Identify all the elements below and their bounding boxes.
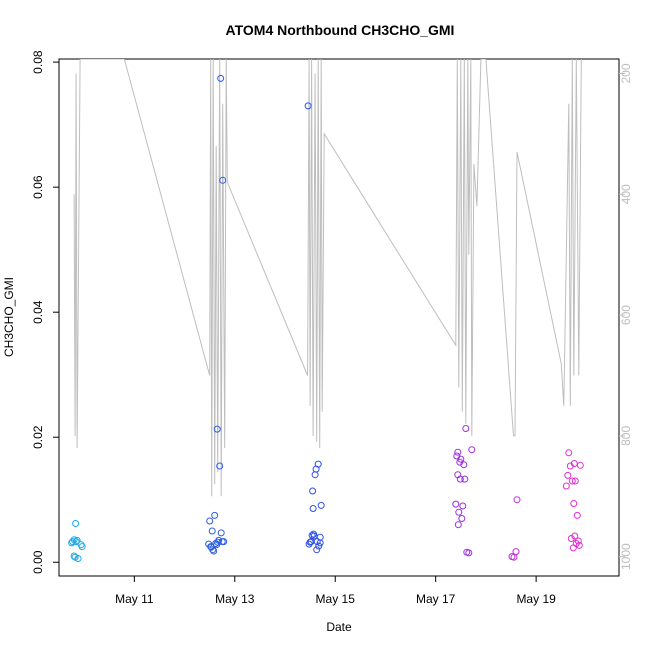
x-axis-label: Date [326,620,352,634]
data-point [217,74,225,82]
x-tick-label: May 11 [115,592,154,606]
data-point [72,538,80,546]
data-point [72,520,80,527]
data-point [571,477,579,485]
data-point [309,505,317,512]
data-point [460,461,468,469]
y2-tick-label: 800 [619,426,633,446]
data-point [207,543,215,551]
data-point [310,530,318,538]
data-point [213,425,221,433]
data-point [314,460,322,468]
data-point [455,508,463,516]
data-point [219,176,227,184]
data-point [569,544,577,552]
data-point [459,502,467,510]
y-tick-label: 0.08 [31,50,45,74]
data-point [574,537,582,545]
data-point [564,471,572,479]
data-point [304,102,312,110]
data-point [468,446,476,454]
data-point [568,477,576,485]
data-point [68,539,76,547]
y2-tick-label: 200 [619,63,633,83]
x-tick-label: May 19 [516,592,556,606]
x-tick-label: May 17 [416,592,456,606]
data-point [462,425,470,432]
data-point [457,455,465,463]
data-point [316,539,324,547]
data-point [217,529,225,537]
data-points-layer [68,74,584,562]
x-tick-label: May 13 [215,592,255,606]
data-point [565,449,573,457]
data-point [208,527,216,535]
y-axis-left: 0.00 0.02 0.04 0.06 0.08 [31,50,59,574]
data-point [211,511,219,519]
data-point [571,532,579,540]
data-point [78,543,86,551]
y-axis-label: CH3CHO_GMI [2,277,16,357]
y-axis-right: 200 400 600 800 1000 [619,63,633,570]
x-tick-label: May 15 [316,592,356,606]
y2-tick-label: 600 [619,305,633,325]
data-point [311,471,319,479]
plot-area-frame [58,58,620,577]
y-tick-label: 0.06 [31,175,45,199]
y-tick-label: 0.04 [31,300,45,324]
data-point [206,517,214,525]
data-point [570,500,578,507]
data-point [465,549,473,557]
data-point [512,548,520,556]
data-point [513,496,521,504]
data-point [309,487,317,495]
data-point [454,448,462,456]
data-point [73,536,81,544]
data-point [214,538,222,546]
data-point [453,452,461,460]
data-point [562,482,570,490]
data-point [69,538,77,546]
data-point [575,541,583,549]
x-axis: May 11 May 13 May 15 May 17 May 19 [115,576,556,606]
data-point [74,555,82,562]
data-point [454,521,462,529]
data-point [216,462,224,470]
data-point [461,475,469,483]
data-point [454,471,462,479]
data-point [317,501,325,509]
data-point [305,540,313,548]
data-point [452,500,460,508]
chart-title: ATOM4 Northbound CH3CHO_GMI [226,22,455,38]
pressure-trace-layer [73,59,582,497]
data-point [313,546,321,554]
data-point [573,511,581,519]
y2-tick-label: 400 [619,184,633,204]
y-tick-label: 0.00 [31,550,45,574]
y-tick-label: 0.02 [31,425,45,449]
data-point [316,533,324,541]
pressure-trace-line [73,59,582,497]
y2-tick-label: 1000 [619,543,633,570]
data-point [576,461,584,469]
data-point [458,515,466,522]
